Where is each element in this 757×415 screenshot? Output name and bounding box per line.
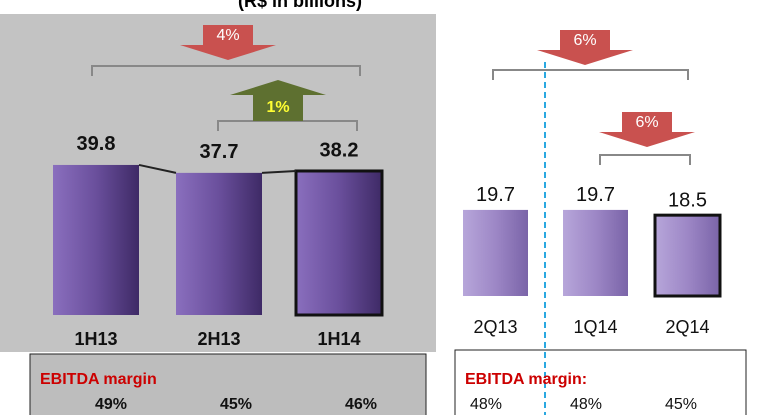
bar (53, 164, 139, 315)
x-tick-label: 1H14 (317, 329, 360, 349)
data-label: 18.5 (668, 189, 707, 211)
bar (294, 169, 384, 317)
change-label: 6% (573, 32, 596, 49)
x-tick-label: 1H13 (74, 329, 117, 349)
change-label: 4% (216, 27, 239, 44)
change-arrow (230, 80, 326, 121)
subtitle: (R$ in billions) (238, 0, 362, 11)
connector (138, 163, 177, 174)
data-label: 19.7 (476, 184, 515, 206)
right-margin-box (454, 349, 747, 415)
margin-value: 48% (470, 396, 502, 413)
x-tick-label: 1Q14 (573, 317, 617, 337)
x-tick-label: 2Q14 (665, 317, 709, 337)
bar (176, 172, 262, 315)
bar (463, 209, 528, 296)
margin-value: 45% (220, 396, 252, 413)
connector (261, 169, 297, 174)
change-arrow (599, 112, 695, 147)
change-label: 6% (635, 114, 658, 131)
change-arrow (180, 25, 276, 60)
data-label: 39.8 (77, 133, 116, 155)
margin-title: EBITDA margin: (465, 371, 587, 388)
data-label: 19.7 (576, 184, 615, 206)
bar (653, 213, 722, 298)
x-tick-label: 2Q13 (473, 317, 517, 337)
bar (563, 209, 628, 296)
bracket (91, 65, 361, 76)
change-label: 1% (266, 99, 289, 116)
data-label: 38.2 (320, 139, 359, 161)
margin-value: 49% (95, 396, 127, 413)
margin-value: 46% (345, 396, 377, 413)
left-margin-box (29, 353, 427, 415)
data-label: 37.7 (200, 141, 239, 163)
margin-title: EBITDA margin (40, 371, 157, 388)
bracket (492, 69, 689, 80)
bracket (599, 154, 691, 165)
x-tick-label: 2H13 (197, 329, 240, 349)
margin-value: 48% (570, 396, 602, 413)
change-arrow (537, 30, 633, 65)
margin-value: 45% (665, 396, 697, 413)
